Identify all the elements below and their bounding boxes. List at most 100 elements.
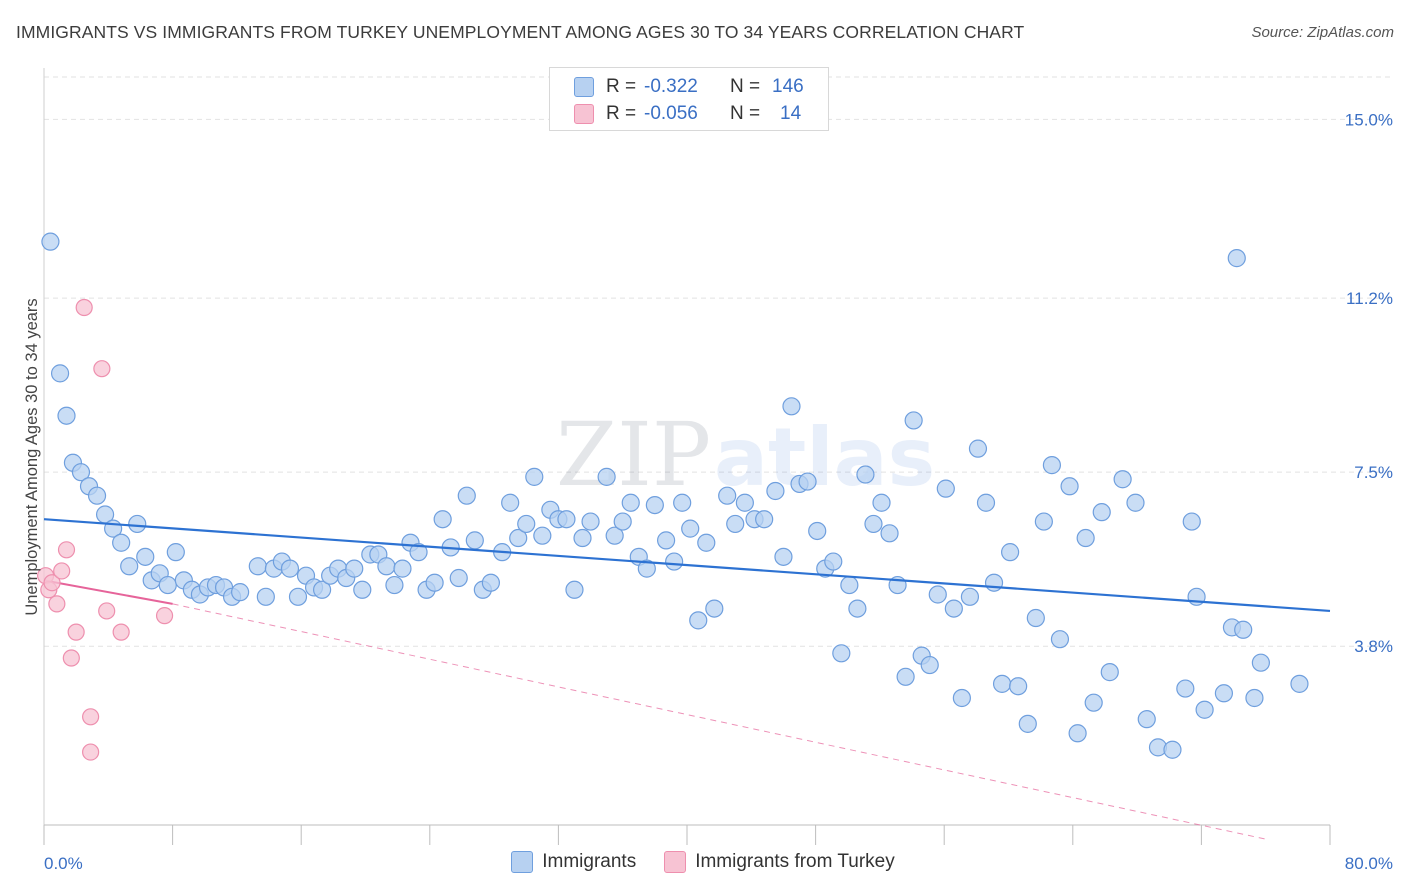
immigrants-swatch <box>574 77 594 97</box>
immigrants-point <box>1076 528 1095 548</box>
immigrants-point <box>581 512 600 531</box>
immigrants-point <box>782 397 801 416</box>
turkey-point <box>93 360 111 378</box>
immigrants-point <box>345 559 364 578</box>
turkey-point <box>48 595 66 613</box>
r-value: -0.056 <box>644 103 698 124</box>
y-tick-labels: 3.8% 7.5% 11.2% 15.0% <box>1345 110 1393 656</box>
immigrants-point <box>1214 684 1234 703</box>
immigrants-point <box>755 510 774 529</box>
r-label: R = <box>606 76 637 97</box>
immigrants-point <box>1126 493 1145 512</box>
immigrants-point <box>120 557 139 576</box>
immigrants-point <box>1245 688 1264 708</box>
immigrants-point <box>1234 620 1253 639</box>
immigrants-point <box>613 512 632 531</box>
y-tick-label: 15.0% <box>1345 110 1393 129</box>
turkey-legend-swatch <box>664 851 687 873</box>
immigrants-point <box>1034 512 1053 531</box>
immigrants-point <box>136 547 155 566</box>
turkey-point <box>98 602 116 620</box>
immigrants-point <box>248 557 267 576</box>
immigrants-point <box>573 528 592 548</box>
immigrants-point <box>904 411 923 430</box>
turkey-trend-line <box>43 579 173 605</box>
turkey-point <box>67 623 85 641</box>
immigrants-point <box>433 510 452 529</box>
turkey-points <box>37 298 174 761</box>
n-label: N = <box>730 103 761 124</box>
turkey-trend <box>43 579 1266 840</box>
immigrants-point <box>1137 710 1156 729</box>
immigrants-point <box>1182 512 1201 531</box>
immigrants-trend-line <box>43 518 1331 613</box>
turkey-swatch <box>574 104 594 124</box>
immigrants-point <box>1290 674 1309 693</box>
y-tick-label: 7.5% <box>1354 463 1393 482</box>
immigrants-point <box>1050 630 1070 649</box>
immigrants-point <box>766 481 785 501</box>
immigrants-point <box>896 667 915 686</box>
immigrants-point <box>1060 477 1079 496</box>
immigrants-point <box>353 580 372 599</box>
immigrants-point <box>501 493 520 512</box>
immigrants-point <box>50 364 70 383</box>
turkey-point <box>75 298 93 317</box>
y-axis-label: Unemployment Among Ages 30 to 34 years <box>23 298 41 615</box>
stats-row-turkey: R = -0.056 N = 14 <box>574 101 801 127</box>
immigrants-point <box>1084 693 1103 712</box>
immigrants-points <box>41 232 1309 759</box>
immigrants-point <box>1227 249 1246 268</box>
immigrants-point <box>798 472 817 491</box>
immigrants-point <box>984 573 1004 592</box>
immigrants-trend <box>43 518 1331 613</box>
immigrants-point <box>928 585 947 604</box>
r-value: -0.322 <box>644 76 698 97</box>
immigrants-point <box>689 611 708 630</box>
immigrants-point <box>856 465 875 484</box>
legend-item-immigrants[interactable]: Immigrants <box>511 851 636 873</box>
immigrants-point <box>112 533 131 552</box>
turkey-point <box>57 541 76 559</box>
immigrants-point <box>936 479 955 498</box>
immigrants-point <box>718 486 737 505</box>
immigrants-legend-swatch <box>511 851 534 873</box>
immigrants-point <box>517 514 536 534</box>
legend-item-turkey[interactable]: Immigrants from Turkey <box>664 851 895 873</box>
immigrants-point <box>864 514 883 534</box>
immigrants-point <box>840 575 859 595</box>
immigrants-point <box>393 559 412 578</box>
y-tick-label: 3.8% <box>1354 637 1393 656</box>
immigrants-point <box>385 575 404 595</box>
immigrants-point <box>1163 740 1182 759</box>
immigrants-point <box>1026 608 1045 628</box>
immigrants-point <box>256 587 275 606</box>
immigrants-point <box>952 688 971 708</box>
immigrants-point <box>968 439 988 458</box>
immigrants-point <box>774 547 793 566</box>
immigrants-point <box>128 514 147 534</box>
immigrants-point <box>158 575 177 595</box>
immigrants-point <box>377 557 396 576</box>
turkey-point <box>82 708 100 726</box>
y-tick-label: 11.2% <box>1346 289 1393 308</box>
n-value: 14 <box>780 103 802 124</box>
immigrants-point <box>565 580 584 599</box>
immigrants-point <box>976 493 996 512</box>
immigrants-point <box>697 533 716 552</box>
immigrants-point <box>1042 456 1062 475</box>
immigrants-point <box>960 587 980 606</box>
stats-legend: R = -0.322 N = 146 R = -0.056 N = 14 <box>549 67 829 131</box>
x-tick-label-min: 0.0% <box>44 854 83 873</box>
immigrants-point <box>525 467 544 486</box>
immigrants-point <box>41 232 60 251</box>
immigrants-point <box>832 644 851 663</box>
immigrants-point <box>409 543 428 562</box>
immigrants-point <box>705 599 724 618</box>
immigrants-point <box>726 514 745 534</box>
immigrants-point <box>621 493 640 512</box>
immigrants-point <box>848 599 867 618</box>
turkey-trend-extension <box>172 603 1266 840</box>
immigrants-point <box>509 528 528 548</box>
